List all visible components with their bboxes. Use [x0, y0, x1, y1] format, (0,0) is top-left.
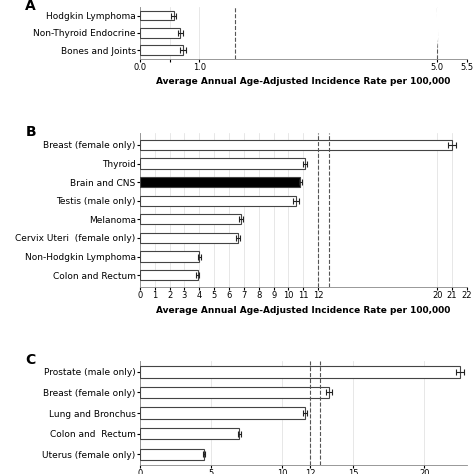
- Bar: [140, 387, 329, 398]
- Bar: [140, 140, 452, 150]
- X-axis label: Average Annual Age-Adjusted Incidence Rate per 100,000: Average Annual Age-Adjusted Incidence Ra…: [156, 77, 451, 86]
- Bar: [140, 366, 460, 377]
- Bar: [140, 407, 305, 419]
- X-axis label: Average Annual Age-Adjusted Incidence Rate per 100,000: Average Annual Age-Adjusted Incidence Ra…: [156, 306, 451, 315]
- Bar: [140, 158, 305, 169]
- Bar: [140, 196, 296, 206]
- Text: B: B: [26, 125, 36, 139]
- Bar: [140, 46, 182, 55]
- Bar: [201, 7, 434, 59]
- Bar: [140, 252, 199, 262]
- Bar: [140, 177, 301, 187]
- Text: C: C: [26, 353, 36, 367]
- Bar: [140, 233, 238, 243]
- Bar: [140, 28, 180, 37]
- Bar: [140, 428, 239, 439]
- Text: A: A: [26, 0, 36, 13]
- Bar: [140, 448, 204, 460]
- Bar: [140, 214, 241, 225]
- Bar: [140, 270, 198, 280]
- Bar: [140, 11, 174, 20]
